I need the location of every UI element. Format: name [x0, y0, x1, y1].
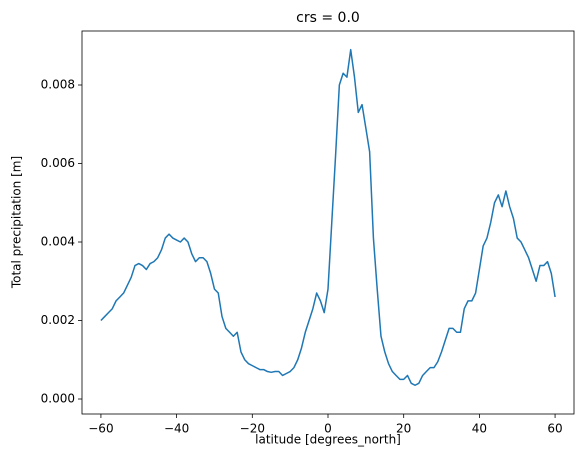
x-tick-label: 20 [396, 422, 411, 436]
x-tick-label: 0 [324, 422, 332, 436]
y-tick-label: 0.008 [41, 78, 75, 92]
x-tick-label: −40 [164, 422, 189, 436]
y-tick-label: 0.004 [41, 235, 75, 249]
x-tick-label: 40 [472, 422, 487, 436]
axes-frame [81, 30, 575, 415]
y-tick-label: 0.000 [41, 392, 75, 406]
y-tick-label: 0.006 [41, 156, 75, 170]
x-tick-label: −60 [88, 422, 113, 436]
data-line [100, 48, 556, 387]
y-tick-label: 0.002 [41, 313, 75, 327]
x-axis-label: latitude [degrees_north] [255, 433, 401, 447]
y-axis-label: Total precipitation [m] [10, 156, 24, 289]
x-tick-label: 60 [547, 422, 562, 436]
chart-title: crs = 0.0 [296, 10, 360, 26]
x-tick-label: −20 [240, 422, 265, 436]
